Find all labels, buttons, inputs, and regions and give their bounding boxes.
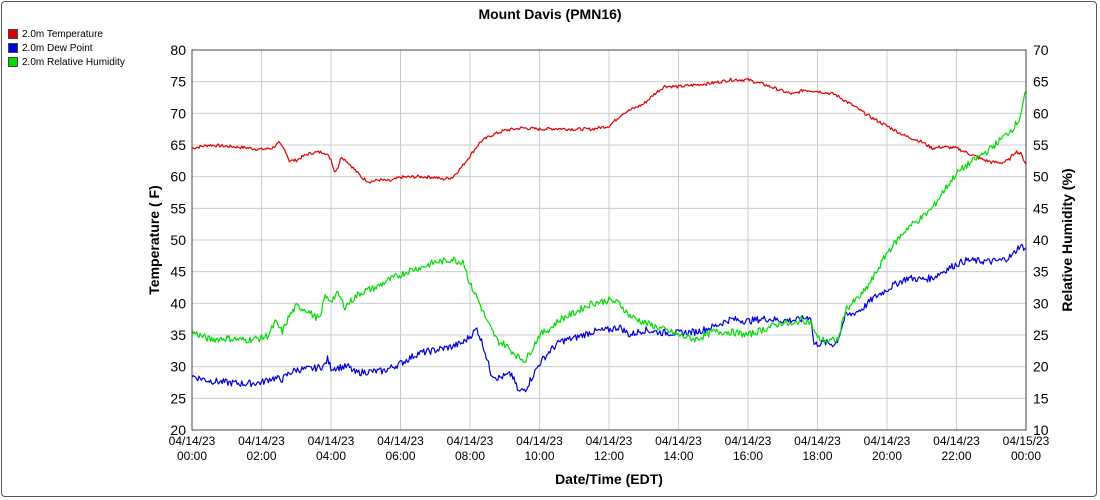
x-tick-date: 04/14/23 [725, 434, 772, 448]
x-tick-time: 14:00 [663, 449, 693, 463]
x-tick-date: 04/14/23 [864, 434, 911, 448]
legend-swatch [8, 43, 18, 53]
x-tick-date: 04/14/23 [377, 434, 424, 448]
right-tick-label: 55 [1033, 137, 1049, 153]
legend-swatch [8, 29, 18, 39]
x-tick-date: 04/14/23 [586, 434, 633, 448]
legend: 2.0m Temperature 2.0m Dew Point 2.0m Relat… [8, 27, 125, 69]
x-tick-time: 22:00 [941, 449, 971, 463]
legend-item: 2.0m Relative Humidity [8, 55, 125, 69]
right-axis-ticks: 10 15 20 25 30 35 40 45 50 55 60 65 70 [1033, 42, 1049, 438]
legend-label: 2.0m Temperature [22, 28, 103, 40]
left-tick-label: 45 [170, 264, 186, 280]
x-axis-label: Date/Time (EDT) [555, 471, 663, 487]
right-tick-label: 70 [1033, 42, 1049, 58]
legend-label: 2.0m Relative Humidity [22, 56, 125, 68]
legend-item: 2.0m Temperature [8, 27, 125, 41]
legend-swatch [8, 57, 18, 67]
right-tick-label: 15 [1033, 390, 1049, 406]
legend-label: 2.0m Dew Point [22, 42, 93, 54]
x-tick-time: 00:00 [1011, 449, 1041, 463]
x-tick-date: 04/14/23 [655, 434, 702, 448]
x-tick-time: 08:00 [455, 449, 485, 463]
x-tick-time: 18:00 [802, 449, 832, 463]
x-tick-date: 04/14/23 [516, 434, 563, 448]
legend-item: 2.0m Dew Point [8, 41, 125, 55]
x-tick-date: 04/14/23 [169, 434, 216, 448]
left-tick-label: 75 [170, 74, 186, 90]
x-tick-time: 02:00 [246, 449, 276, 463]
series-line-1 [191, 77, 1027, 184]
right-tick-label: 30 [1033, 295, 1049, 311]
right-tick-label: 25 [1033, 327, 1049, 343]
left-tick-label: 40 [170, 295, 186, 311]
right-tick-label: 50 [1033, 169, 1049, 185]
x-tick-time: 06:00 [385, 449, 415, 463]
x-tick-date: 04/14/23 [447, 434, 494, 448]
left-tick-label: 70 [170, 105, 186, 121]
x-tick-date: 04/14/23 [238, 434, 285, 448]
right-tick-label: 65 [1033, 74, 1049, 90]
left-axis-label: Temperature ( F) [146, 185, 162, 294]
series-line-2 [191, 243, 1027, 393]
series-line-3 [191, 90, 1027, 363]
x-tick-time: 04:00 [316, 449, 346, 463]
left-tick-label: 60 [170, 169, 186, 185]
x-tick-time: 12:00 [594, 449, 624, 463]
right-tick-label: 60 [1033, 105, 1049, 121]
left-tick-label: 20 [170, 422, 186, 438]
x-tick-date: 04/15/23 [1003, 434, 1050, 448]
left-tick-label: 65 [170, 137, 186, 153]
x-axis-ticks: 04/14/2300:0004/14/2302:0004/14/2304:000… [169, 434, 1050, 463]
right-tick-label: 35 [1033, 264, 1049, 280]
left-tick-label: 30 [170, 359, 186, 375]
x-tick-date: 04/14/23 [308, 434, 355, 448]
series-layer [191, 77, 1027, 393]
left-axis-ticks: 20 25 30 35 40 45 50 55 60 65 70 75 80 [170, 42, 186, 438]
plot-border [191, 49, 1027, 431]
left-tick-label: 80 [170, 42, 186, 58]
x-tick-date: 04/14/23 [794, 434, 841, 448]
right-tick-label: 40 [1033, 232, 1049, 248]
right-tick-label: 20 [1033, 359, 1049, 375]
right-tick-label: 10 [1033, 422, 1049, 438]
x-tick-time: 00:00 [177, 449, 207, 463]
left-tick-label: 50 [170, 232, 186, 248]
chart-title: Mount Davis (PMN16) [478, 6, 621, 22]
left-tick-label: 25 [170, 390, 186, 406]
left-tick-label: 55 [170, 200, 186, 216]
x-tick-date: 04/14/23 [933, 434, 980, 448]
right-axis-label: Relative Humidity (%) [1059, 168, 1075, 311]
x-tick-time: 10:00 [524, 449, 554, 463]
right-tick-label: 45 [1033, 200, 1049, 216]
left-tick-label: 35 [170, 327, 186, 343]
x-tick-time: 16:00 [733, 449, 763, 463]
x-tick-time: 20:00 [872, 449, 902, 463]
